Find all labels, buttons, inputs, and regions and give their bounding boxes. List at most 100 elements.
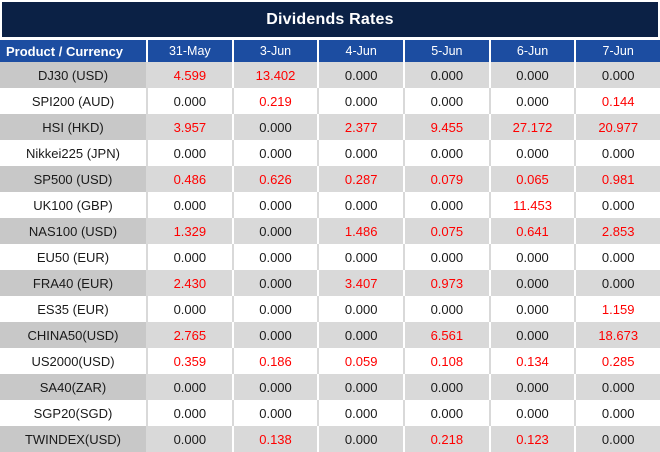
dividend-value: 0.000: [146, 192, 232, 218]
dividend-value: 0.218: [403, 426, 489, 452]
dividend-value: 1.329: [173, 223, 207, 239]
dividend-value: 0.486: [173, 171, 207, 187]
dividend-value: 0.000: [173, 431, 207, 447]
product-label: SA40(ZAR): [0, 374, 146, 400]
column-header-date: 6-Jun: [488, 40, 575, 62]
dividend-value: 0.000: [574, 244, 660, 270]
dividend-value: 0.059: [317, 348, 403, 374]
dividend-value: 0.000: [574, 374, 660, 400]
dividend-value: 0.000: [317, 426, 403, 452]
dividend-value: 0.000: [574, 140, 660, 166]
table-row: CHINA50(USD) 2.765 0.000 0.000 6.561 0.000 18.…: [0, 322, 660, 348]
table-row: NAS100 (USD) 1.329 0.000 1.486 0.075 0.641 2.8…: [0, 218, 660, 244]
dividend-value: 0.219: [231, 88, 318, 114]
dividend-value: 0.000: [574, 426, 660, 452]
dividend-value: 0.981: [574, 166, 660, 192]
column-header-product: Product / Currency: [6, 43, 124, 59]
dividend-value: 2.430: [173, 275, 207, 291]
title-bar: Dividends Rates: [2, 2, 658, 37]
dividend-value: 0.000: [146, 244, 232, 270]
dividend-value: 0.000: [317, 62, 403, 88]
dividend-value: 0.000: [403, 400, 489, 426]
dividend-value: 1.159: [574, 296, 660, 322]
dividend-value: 0.000: [488, 140, 575, 166]
dividend-value: 0.000: [488, 270, 575, 296]
dividend-value: 0.000: [146, 400, 232, 426]
dividend-value: 0.000: [231, 296, 318, 322]
dividend-value: 0.973: [403, 270, 489, 296]
dividend-value: 0.000: [317, 192, 403, 218]
dividend-value: 0.000: [488, 244, 575, 270]
dividend-value: 0.000: [173, 379, 207, 395]
dividend-value: 0.000: [317, 88, 403, 114]
dividend-value: 0.626: [231, 166, 318, 192]
column-header-date: 7-Jun: [574, 40, 660, 62]
dividend-value: 2.853: [574, 218, 660, 244]
table-row: US2000(USD) 0.359 0.186 0.059 0.108 0.134 0.28…: [0, 348, 660, 374]
dividend-value: 0.000: [317, 322, 403, 348]
dividend-value: 0.000: [488, 400, 575, 426]
column-header-date: 31-May: [146, 40, 232, 62]
dividend-value: 0.144: [574, 88, 660, 114]
product-label: EU50 (EUR): [36, 249, 110, 265]
table-row: TWINDEX(USD) 0.000 0.138 0.000 0.218 0.123 0.0…: [0, 426, 660, 452]
table-row: HSI (HKD) 3.957 0.000 2.377 9.455 27.172 20.97…: [0, 114, 660, 140]
product-label: DJ30 (USD): [0, 62, 146, 88]
dividend-value: 0.000: [403, 192, 489, 218]
dividend-value: 0.000: [231, 218, 318, 244]
dividend-value: 0.000: [574, 192, 660, 218]
dividend-value: 11.453: [488, 192, 575, 218]
dividend-value: 1.486: [317, 218, 403, 244]
column-header-date: 3-Jun: [231, 40, 318, 62]
table-body: DJ30 (USD) 4.599 13.402 0.000 0.000 0.000 0.00…: [0, 62, 660, 452]
dividend-value: 0.641: [488, 218, 575, 244]
table-row: SPI200 (AUD) 0.000 0.219 0.000 0.000 0.000 0.1…: [0, 88, 660, 114]
dividend-value: 0.000: [317, 140, 403, 166]
column-header-date: 4-Jun: [317, 40, 403, 62]
product-label: TWINDEX(USD): [0, 426, 146, 452]
page-title: Dividends Rates: [266, 10, 394, 28]
product-label: SGP20(SGD): [33, 405, 113, 421]
dividend-value: 0.000: [231, 140, 318, 166]
product-label: HSI (HKD): [0, 114, 146, 140]
dividend-value: 0.287: [317, 166, 403, 192]
dividend-value: 3.957: [173, 119, 207, 135]
dividend-value: 27.172: [488, 114, 575, 140]
dividend-value: 0.123: [488, 426, 575, 452]
table-row: SA40(ZAR) 0.000 0.000 0.000 0.000 0.000 0.000: [0, 374, 660, 400]
product-label: US2000(USD): [31, 353, 115, 369]
dividend-value: 9.455: [403, 114, 489, 140]
column-header-date: 5-Jun: [403, 40, 489, 62]
dividend-value: 0.000: [488, 374, 575, 400]
dividend-value: 0.075: [403, 218, 489, 244]
product-label: UK100 (GBP): [33, 197, 113, 213]
dividend-value: 0.000: [403, 296, 489, 322]
product-label: ES35 (EUR): [37, 301, 109, 317]
dividend-value: 0.000: [317, 374, 403, 400]
dividend-value: 2.377: [317, 114, 403, 140]
dividend-value: 0.186: [231, 348, 318, 374]
dividend-value: 0.000: [231, 114, 318, 140]
dividend-value: 0.000: [146, 140, 232, 166]
dividend-value: 0.134: [488, 348, 575, 374]
dividend-value: 0.359: [146, 348, 232, 374]
table-row: DJ30 (USD) 4.599 13.402 0.000 0.000 0.000 0.00…: [0, 62, 660, 88]
dividend-value: 0.000: [574, 400, 660, 426]
dividend-value: 0.000: [231, 322, 318, 348]
table-row: Nikkei225 (JPN) 0.000 0.000 0.000 0.000 0.000…: [0, 140, 660, 166]
product-label: NAS100 (USD): [0, 218, 146, 244]
dividend-value: 0.000: [231, 270, 318, 296]
dividend-value: 0.000: [146, 88, 232, 114]
dividend-value: 6.561: [403, 322, 489, 348]
dividend-value: 0.000: [488, 88, 575, 114]
dividend-value: 0.000: [574, 62, 660, 88]
dividend-value: 0.000: [403, 374, 489, 400]
dividend-value: 0.000: [231, 374, 318, 400]
product-label: FRA40 (EUR): [0, 270, 146, 296]
dividend-value: 0.000: [317, 400, 403, 426]
dividend-value: 20.977: [574, 114, 660, 140]
table-row: FRA40 (EUR) 2.430 0.000 3.407 0.973 0.000 0.00…: [0, 270, 660, 296]
dividend-value: 0.079: [403, 166, 489, 192]
dividend-value: 0.000: [231, 192, 318, 218]
